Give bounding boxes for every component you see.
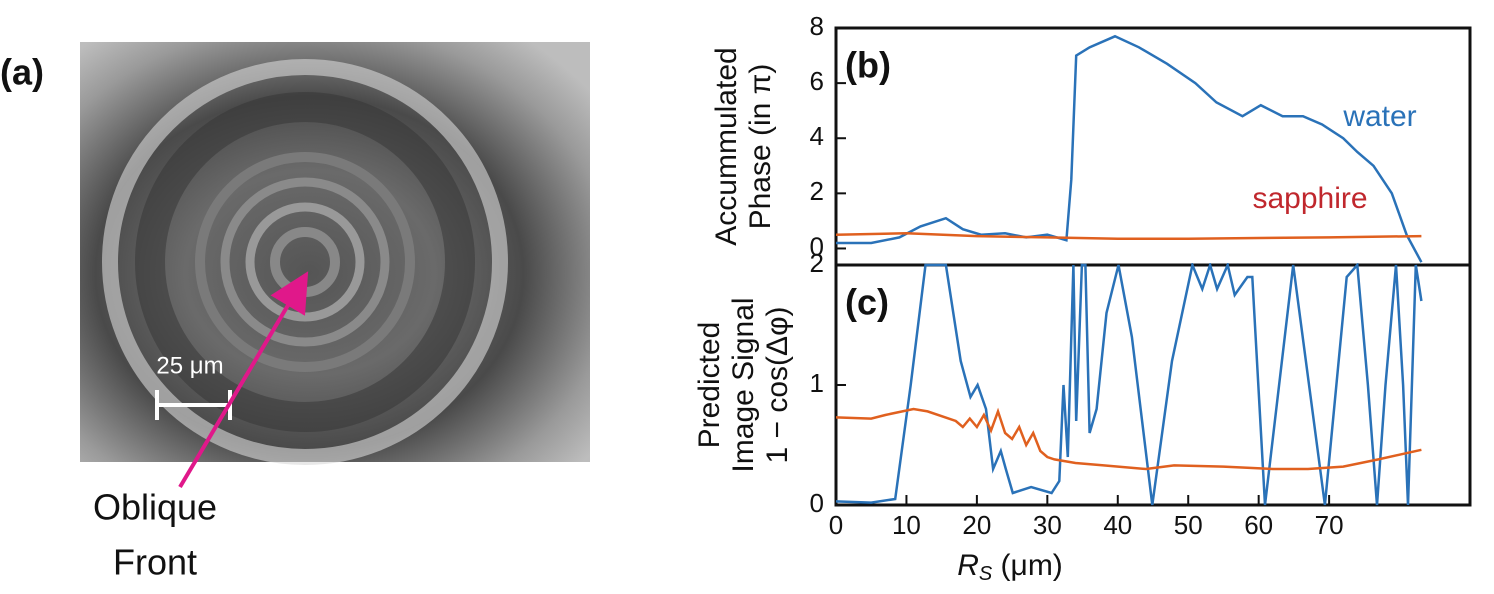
x-tick-label: 50	[1174, 510, 1203, 540]
y-axis-label: Accummulated	[710, 47, 743, 245]
y-tick-label: 2	[810, 248, 824, 278]
y-axis-label: Predicted	[693, 322, 726, 449]
y-tick-label: 0	[810, 488, 824, 518]
rings	[102, 59, 508, 465]
x-axis-label: RS (μm)	[957, 549, 1063, 585]
y-axis-label: 1 − cos(Δφ)	[761, 306, 794, 463]
data-line	[836, 232, 1422, 241]
x-tick-label: 10	[892, 510, 921, 540]
y-tick-label: 1	[810, 368, 824, 398]
x-tick-label: 30	[1033, 510, 1062, 540]
arrow	[178, 271, 309, 489]
x-tick-label: 60	[1244, 510, 1273, 540]
x-tick-label: 70	[1315, 510, 1344, 540]
x-axis-label-unit: (μm)	[992, 549, 1063, 582]
plot-frame	[834, 26, 1472, 267]
annotation: Front	[113, 542, 197, 583]
y-tick-label: 8	[810, 11, 824, 41]
series-label: water	[1342, 100, 1416, 133]
y-tick-label: 2	[810, 176, 824, 206]
x-tick-label: 20	[962, 510, 991, 540]
x-axis-label-main: R	[957, 549, 979, 582]
x-axis-label-sub: S	[979, 563, 993, 585]
scale-bar-label: 25 μm	[156, 352, 223, 379]
y-axis-label: Phase (in π)	[744, 64, 777, 230]
panel-label: (a)	[0, 52, 44, 93]
data-line	[836, 34, 1423, 263]
panel-label: (c)	[845, 282, 889, 323]
data-line	[836, 263, 1423, 506]
y-axis-label: Image Signal	[727, 297, 760, 472]
x-tick-label: 40	[1103, 510, 1132, 540]
y-tick-label: 4	[810, 121, 824, 151]
series-label: sapphire	[1252, 182, 1367, 215]
x-tick-label: 0	[829, 510, 843, 540]
annotation: Oblique	[93, 487, 217, 528]
micrograph-panel: (a) 25 μm Oblique Front	[0, 42, 590, 583]
y-tick-label: 6	[810, 66, 824, 96]
data-line	[836, 407, 1422, 471]
y-tick-label: 0	[810, 231, 824, 261]
panel-label: (b)	[845, 45, 891, 86]
